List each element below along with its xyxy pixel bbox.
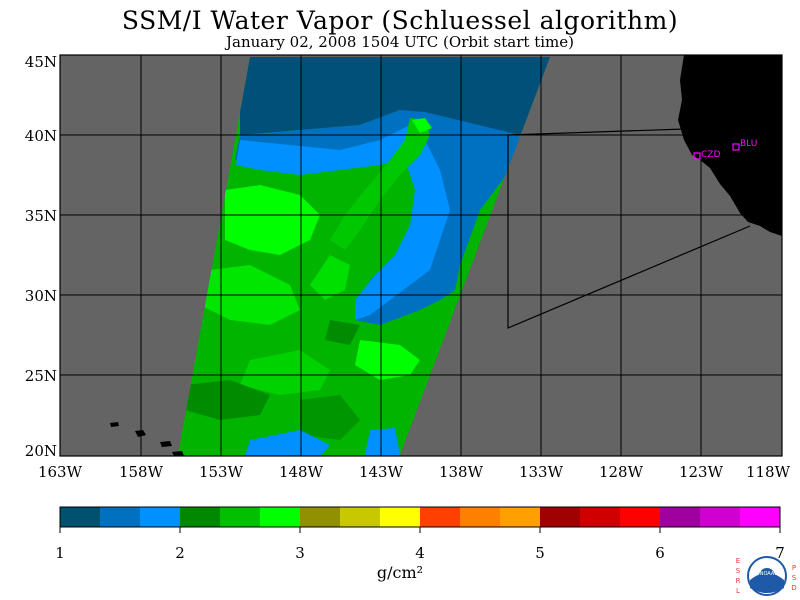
colorbar-unit: g/cm² [376,563,424,582]
lat-label-40n: 40N [24,127,57,145]
colorbar-swatch [340,507,381,527]
colorbar-swatch [460,507,501,527]
lon-label-133w: 133W [518,463,564,481]
map-frame [59,54,783,457]
lon-label-118w: 118W [745,463,791,481]
colorbar-swatch [220,507,261,527]
colorbar-swatch [700,507,741,527]
lon-label-143w: 143W [358,463,404,481]
lat-label-25n: 25N [24,367,57,385]
colorbar-swatch [660,507,701,527]
lon-label-153w: 153W [198,463,244,481]
colorbar-swatch [180,507,221,527]
colorbar-swatch [60,507,101,527]
colorbar-swatch [740,507,781,527]
colorbar-label-7: 7 [775,544,785,562]
colorbar-swatch [540,507,581,527]
station-czd: CZD [693,150,720,160]
station-marker [693,152,701,160]
lon-label-128w: 128W [598,463,644,481]
island-maui [160,441,172,447]
station-label: CZD [701,150,720,160]
lon-label-163w: 163W [37,463,83,481]
colorbar-swatch [140,507,181,527]
noaa-logo: NOAA [747,556,787,596]
lat-label-20n: 20N [24,442,57,460]
analysis-region-outline [507,128,751,329]
map-title: SSM/I Water Vapor (Schluessel algorithm) [121,6,679,35]
lon-label-148w: 148W [278,463,324,481]
land-north-america [678,55,782,236]
colorbar-swatch [580,507,621,527]
lon-label-123w: 123W [678,463,724,481]
colorbar-label-6: 6 [655,544,665,562]
colorbar [59,506,781,528]
colorbar-swatch [260,507,301,527]
map-subtitle: January 02, 2008 1504 UTC (Orbit start t… [226,33,574,51]
colorbar-swatch [500,507,541,527]
colorbar-label-1: 1 [55,544,65,562]
colorbar-swatch [380,507,421,527]
station-blu: BLU [732,139,757,151]
lat-label-30n: 30N [24,287,57,305]
island-kauai [110,422,119,427]
lon-label-138w: 138W [438,463,484,481]
colorbar-swatch [420,507,461,527]
colorbar-swatch [620,507,661,527]
lat-lon-grid [60,55,782,456]
lat-label-45n: 45N [24,53,57,71]
station-marker [732,143,740,151]
lat-label-35n: 35N [24,207,57,225]
colorbar-swatch [100,507,141,527]
colorbar-label-3: 3 [295,544,305,562]
colorbar-label-5: 5 [535,544,545,562]
colorbar-ticks [59,527,781,533]
lon-label-158w: 158W [118,463,164,481]
colorbar-swatch [300,507,341,527]
station-label: BLU [740,139,757,149]
island-hawaii [172,451,184,456]
noaa-badge-text: NOAA [760,571,775,577]
colorbar-label-2: 2 [175,544,185,562]
colorbar-label-4: 4 [415,544,425,562]
